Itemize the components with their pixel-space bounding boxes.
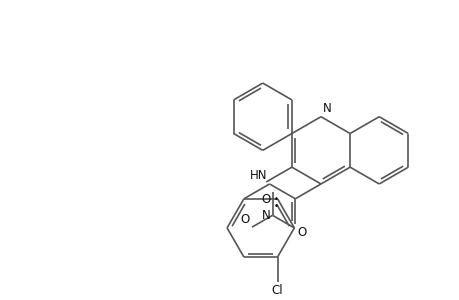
- Text: O: O: [240, 213, 249, 226]
- Text: •: •: [273, 194, 278, 203]
- Text: O: O: [297, 226, 306, 239]
- Text: •: •: [273, 202, 278, 211]
- Text: HN: HN: [250, 169, 267, 182]
- Text: N: N: [261, 209, 270, 222]
- Text: O: O: [261, 193, 270, 206]
- Text: Cl: Cl: [271, 284, 283, 297]
- Text: N: N: [322, 102, 331, 115]
